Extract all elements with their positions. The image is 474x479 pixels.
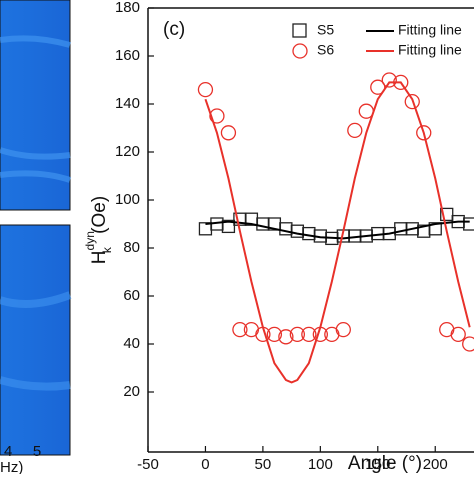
fit-line xyxy=(204,81,471,384)
left-heatmaps: 4 5 Hz) xyxy=(0,0,72,476)
heatmap-streak xyxy=(0,291,72,391)
heatmap-bottom xyxy=(0,224,71,456)
legend-label: Fitting line xyxy=(398,22,462,38)
legend-label: S5 xyxy=(317,22,334,38)
marker-circle xyxy=(347,122,363,139)
marker-square xyxy=(463,217,474,231)
x-tick-label: 150 xyxy=(365,456,390,473)
x-tick-label: 0 xyxy=(201,456,209,473)
marker-circle xyxy=(209,108,225,124)
left-tick: 5 xyxy=(33,443,41,460)
legend-marker xyxy=(292,23,307,38)
x-tick-label: -50 xyxy=(137,456,159,473)
x-tick-label: 200 xyxy=(423,456,448,473)
panel-label: (c) xyxy=(163,19,185,40)
fit-line xyxy=(205,220,470,240)
marker-circle xyxy=(197,81,214,98)
y-tick-label: 160 xyxy=(115,47,140,64)
y-tick-label: 180 xyxy=(115,0,140,16)
legend-label: S6 xyxy=(317,42,334,58)
marker-circle xyxy=(381,72,397,88)
marker-circle xyxy=(220,125,237,141)
marker-circle xyxy=(301,326,317,343)
marker-square xyxy=(440,207,454,222)
y-tick-label: 80 xyxy=(123,239,140,256)
y-tick-label: 140 xyxy=(115,95,140,112)
legend-label: Fitting line xyxy=(398,42,462,58)
marker-circle xyxy=(450,326,466,343)
legend-marker xyxy=(292,43,308,59)
y-tick-label: 120 xyxy=(115,143,140,160)
marker-circle xyxy=(404,93,420,110)
marker-circle xyxy=(416,125,432,141)
heatmap-streak xyxy=(0,35,71,183)
marker-circle xyxy=(335,321,351,338)
marker-circle xyxy=(266,326,283,343)
x-tick-label: 100 xyxy=(308,456,333,473)
y-tick-label: 100 xyxy=(115,191,140,208)
x-axis-label: Angle (°) xyxy=(348,453,422,474)
plot-area xyxy=(197,72,474,384)
left-axis-label: Hz) xyxy=(0,459,23,474)
y-tick-label: 20 xyxy=(123,383,140,400)
marker-circle xyxy=(289,326,306,343)
left-tick: 4 xyxy=(4,443,12,460)
x-tick-label: 50 xyxy=(255,456,272,473)
marker-square xyxy=(221,219,236,234)
marker-circle xyxy=(232,321,248,338)
marker-circle xyxy=(462,336,474,352)
y-axis-label: Hdyn k (Oe) xyxy=(83,196,114,264)
marker-square xyxy=(290,224,305,238)
marker-square xyxy=(302,226,316,241)
marker-circle xyxy=(278,329,294,345)
marker-square xyxy=(428,222,442,236)
y-tick-label: 60 xyxy=(123,287,140,304)
marker-square xyxy=(198,222,213,236)
y-tick-label: 40 xyxy=(123,335,140,352)
